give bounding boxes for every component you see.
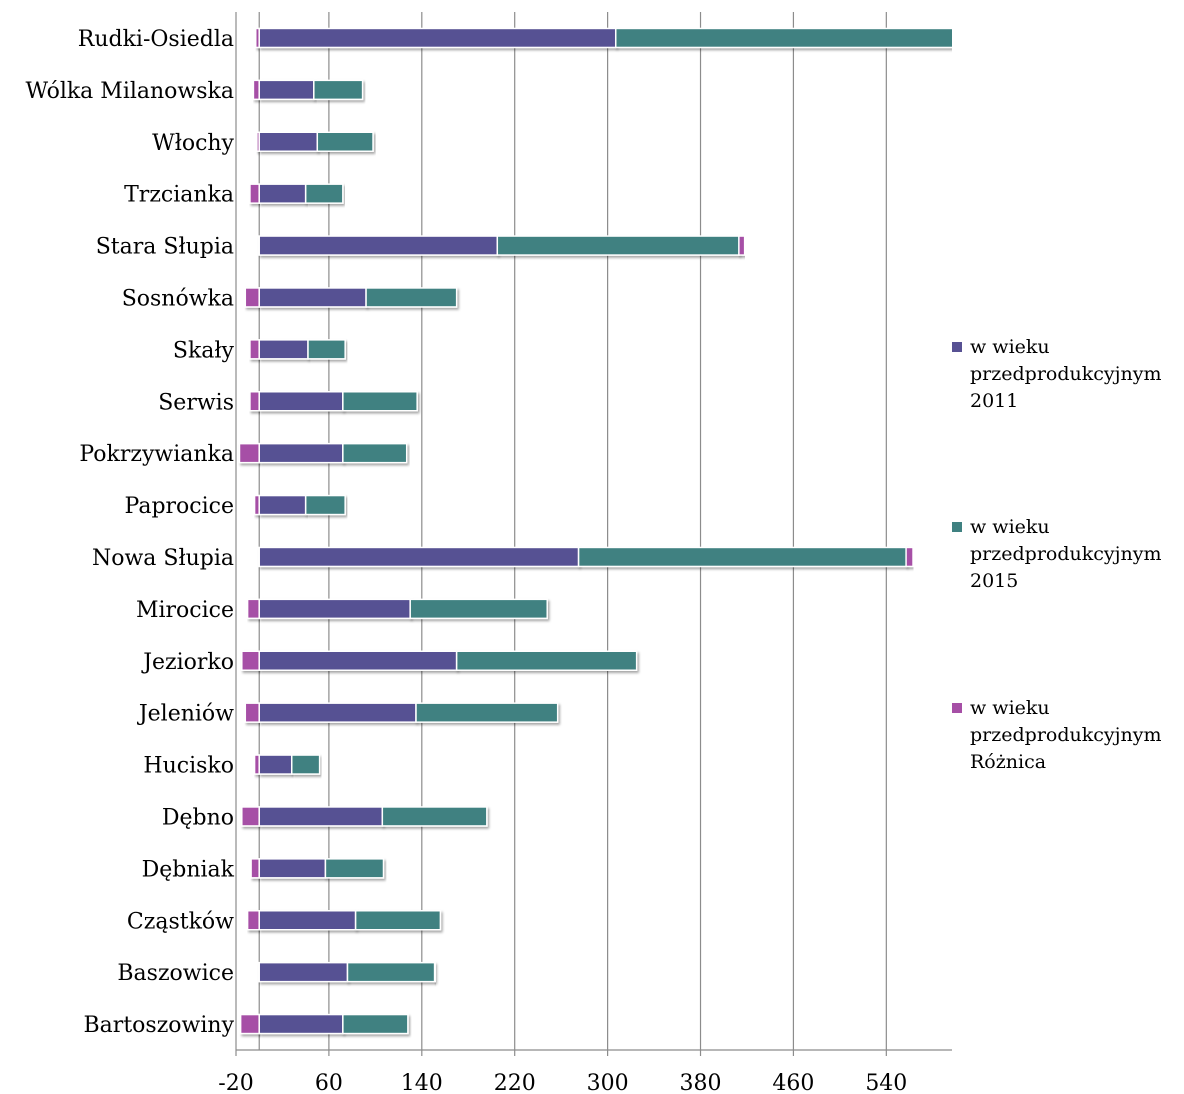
- bar-roznica-11: [246, 598, 260, 620]
- category-label-16: Dębniak: [142, 857, 235, 882]
- tick-label-1: 60: [315, 1071, 343, 1094]
- bar-2015-11: [409, 598, 548, 620]
- bar-2015-14: [290, 754, 321, 775]
- bar-2011-13: [258, 702, 417, 723]
- bar-2015-3: [304, 183, 344, 204]
- bar-chart: -20 60 140 220 300 380 460 540 Rudki-Osiedla Wólk…: [25, 12, 952, 1094]
- category-label-7: Serwis: [158, 390, 234, 415]
- bar-roznica-7: [249, 391, 260, 412]
- bar-2011-0: [258, 27, 617, 49]
- legend-swatch-2015: [952, 522, 962, 532]
- bar-2011-5: [258, 287, 367, 308]
- bar-roznica-19: [239, 1013, 260, 1035]
- bar-2015-10: [577, 546, 907, 568]
- bar-2011-10: [258, 546, 580, 568]
- category-label-6: Skały: [173, 338, 235, 363]
- bar-2015-15: [381, 806, 488, 827]
- category-label-19: Bartoszowiny: [84, 1013, 235, 1038]
- category-label-18: Baszowice: [117, 961, 234, 986]
- bar-roznica-16: [250, 858, 260, 879]
- bar-2015-17: [354, 910, 442, 931]
- bar-2015-12: [455, 650, 638, 671]
- bar-roznica-3: [249, 183, 260, 204]
- bar-roznica-13: [244, 702, 260, 723]
- legend-swatch-2011: [952, 342, 962, 352]
- tick-label-3: 220: [494, 1071, 536, 1094]
- bar-2011-1: [258, 79, 315, 101]
- category-label-3: Trzcianka: [124, 183, 234, 208]
- tick-label-4: 300: [587, 1071, 629, 1094]
- category-label-15: Dębno: [162, 805, 234, 830]
- bar-2015-13: [415, 702, 559, 723]
- bar-2015-2: [316, 131, 374, 152]
- bar-2015-9: [304, 494, 346, 516]
- bar-roznica-18: [433, 961, 437, 983]
- legend-label-2011: w wieku przedprodukcyjnym 2011: [970, 336, 1162, 412]
- bar-roznica-17: [246, 910, 260, 931]
- bar-roznica-6: [249, 339, 260, 360]
- bar-roznica-15: [241, 806, 260, 827]
- bar-2011-15: [258, 806, 384, 827]
- bar-2011-18: [258, 961, 349, 983]
- bar-2015-16: [324, 858, 385, 879]
- category-label-10: Nowa Słupia: [92, 546, 234, 571]
- category-label-4: Stara Słupia: [96, 235, 234, 260]
- tick-label-0: -20: [218, 1071, 253, 1094]
- bar-2011-17: [258, 910, 357, 931]
- bar-2011-7: [258, 391, 344, 412]
- category-label-12: Jeziorko: [141, 650, 234, 675]
- bar-roznica-8: [238, 442, 260, 464]
- category-label-11: Mirocice: [136, 598, 234, 623]
- bar-2011-2: [258, 131, 319, 152]
- tick-label-6: 460: [772, 1071, 814, 1094]
- bar-2015-5: [365, 287, 458, 308]
- bar-roznica-4: [738, 235, 746, 256]
- bar-2015-7: [342, 391, 418, 412]
- bar-2011-6: [258, 339, 309, 360]
- category-label-17: Cząstków: [127, 909, 234, 934]
- category-label-9: Paprocice: [125, 494, 234, 519]
- category-label-2: Włochy: [152, 131, 234, 156]
- category-label-8: Pokrzywianka: [79, 442, 234, 467]
- bar-2011-16: [258, 858, 327, 879]
- bar-roznica-5: [244, 287, 260, 308]
- bar-2015-1: [313, 79, 364, 101]
- category-label-14: Hucisko: [143, 754, 234, 779]
- bar-2015-19: [342, 1013, 409, 1035]
- category-label-13: Jeleniów: [137, 702, 234, 727]
- bar-2015-4: [496, 235, 740, 256]
- bar-roznica-12: [241, 650, 260, 671]
- tick-label-2: 140: [401, 1071, 443, 1094]
- tick-label-7: 540: [865, 1071, 907, 1094]
- legend-label-roznica: w wieku przedprodukcyjnym Różnica: [970, 697, 1162, 773]
- category-label-0: Rudki-Osiedla: [78, 27, 234, 52]
- tick-label-5: 380: [680, 1071, 722, 1094]
- bar-2015-0: [614, 27, 952, 49]
- bar-2011-9: [258, 494, 307, 516]
- bar-roznica-10: [905, 546, 914, 568]
- bar-2015-6: [307, 339, 346, 360]
- legend-swatch-roznica: [952, 703, 962, 713]
- bar-2015-18: [346, 961, 436, 983]
- category-label-5: Sosnówka: [122, 286, 234, 311]
- bar-2015-8: [342, 442, 408, 464]
- legend-label-2015: w wieku przedprodukcyjnym 2015: [970, 516, 1162, 592]
- bar-2011-12: [258, 650, 458, 671]
- bar-2011-11: [258, 598, 411, 620]
- bar-2011-3: [258, 183, 307, 204]
- bar-2011-19: [258, 1013, 344, 1035]
- category-label-1: Wólka Milanowska: [25, 79, 234, 104]
- bar-2011-8: [258, 442, 344, 464]
- bar-roznica-1: [252, 79, 260, 101]
- bar-2011-4: [258, 235, 499, 256]
- bar-2011-14: [258, 754, 293, 775]
